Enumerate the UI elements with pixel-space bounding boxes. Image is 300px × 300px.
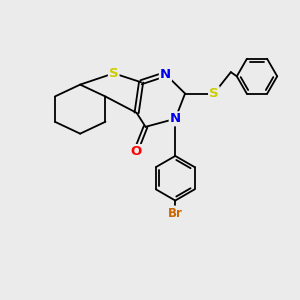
Text: O: O	[130, 145, 141, 158]
Text: N: N	[170, 112, 181, 125]
Text: S: S	[209, 87, 219, 100]
Text: N: N	[160, 68, 171, 81]
Text: S: S	[109, 67, 118, 80]
Text: Br: Br	[168, 206, 183, 220]
